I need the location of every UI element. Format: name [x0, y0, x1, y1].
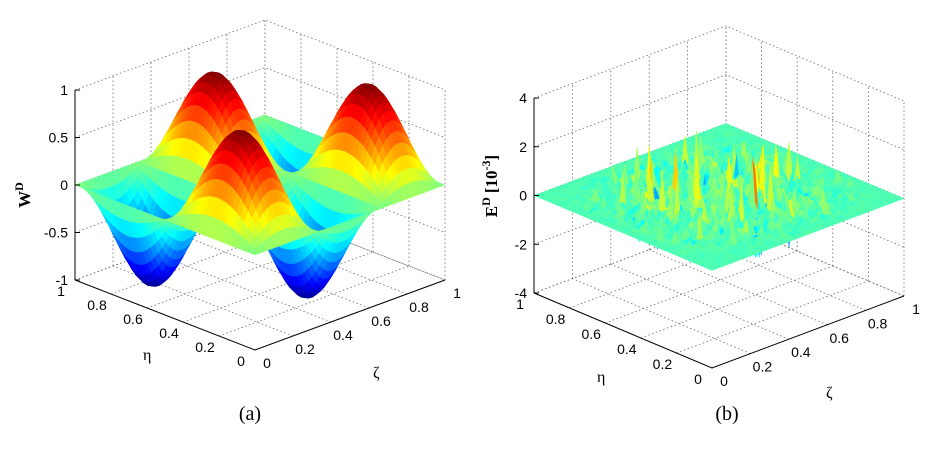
- grid-line: [188, 237, 370, 309]
- y-tick-label: 0.2: [295, 341, 315, 357]
- x-tick-label: 1: [57, 283, 65, 299]
- grid-line: [572, 278, 751, 354]
- surface-a: [74, 71, 446, 299]
- y-tick-label: 0: [263, 355, 271, 371]
- z-tick-label: -1: [56, 272, 69, 288]
- grid-line: [182, 251, 374, 323]
- x-tick-label: 0.6: [123, 311, 143, 327]
- floor-axes: [74, 279, 446, 351]
- x-tick-label: 0.8: [87, 297, 107, 313]
- x-tick-label: 0: [237, 353, 245, 369]
- x-tick-label: 0.4: [159, 325, 179, 341]
- axes-a: 10.50-0.5-110.80.60.40.20 00.20.40.60.81: [44, 82, 461, 371]
- z-tick-label: 0.5: [49, 130, 69, 146]
- surface-plot-b: 420-2-410.80.60.40.20 00.20.40.60.81 ED[1…: [479, 25, 920, 425]
- ylabel-a: ζ: [373, 365, 380, 382]
- xlabel-a: η: [143, 347, 151, 364]
- grid-line: [533, 74, 905, 151]
- grid-line: [74, 19, 446, 91]
- grid-line: [640, 265, 833, 339]
- zlabel-a: WD: [12, 182, 34, 208]
- grid-line: [218, 265, 410, 337]
- x-tick-label: 0.2: [195, 339, 215, 355]
- surface-b: [533, 123, 905, 271]
- z-tick-label: 0: [60, 177, 68, 193]
- y-tick-label: 0.6: [371, 313, 391, 329]
- grid-line: [649, 249, 828, 326]
- surface-plot-a: 10.50-0.5-110.80.60.40.20 00.20.40.60.81 …: [12, 19, 461, 425]
- z-tick-label: 1: [60, 82, 68, 98]
- y-tick-label: 1: [453, 285, 461, 301]
- grid-line: [150, 251, 332, 323]
- z-tick-label: -0.5: [44, 225, 68, 241]
- surface-patch: [250, 249, 260, 256]
- grid-line: [533, 25, 905, 102]
- caption-a: (a): [239, 403, 261, 425]
- y-tick-label: 0.4: [333, 327, 353, 343]
- grid-line: [610, 263, 789, 340]
- y-tick-label: 0.8: [409, 299, 429, 315]
